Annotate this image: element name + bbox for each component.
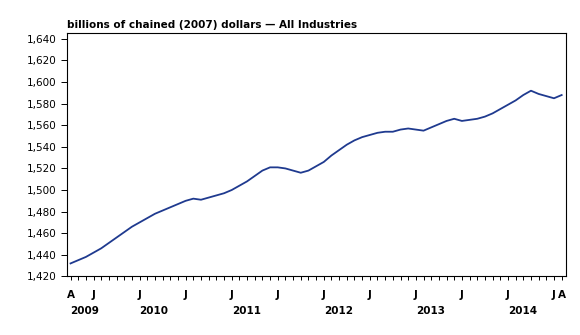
Text: J: J bbox=[414, 290, 418, 300]
Text: 2012: 2012 bbox=[324, 306, 353, 316]
Text: J: J bbox=[276, 290, 280, 300]
Text: 2013: 2013 bbox=[416, 306, 445, 316]
Text: J: J bbox=[552, 290, 556, 300]
Text: A: A bbox=[557, 290, 566, 300]
Text: J: J bbox=[322, 290, 326, 300]
Text: 2011: 2011 bbox=[231, 306, 260, 316]
Text: 2010: 2010 bbox=[140, 306, 169, 316]
Text: J: J bbox=[137, 290, 142, 300]
Text: billions of chained (2007) dollars — All Industries: billions of chained (2007) dollars — All… bbox=[67, 20, 357, 30]
Text: J: J bbox=[230, 290, 234, 300]
Text: J: J bbox=[460, 290, 464, 300]
Text: A: A bbox=[67, 290, 75, 300]
Text: J: J bbox=[368, 290, 372, 300]
Text: J: J bbox=[506, 290, 510, 300]
Text: 2014: 2014 bbox=[508, 306, 537, 316]
Text: J: J bbox=[184, 290, 187, 300]
Text: J: J bbox=[92, 290, 96, 300]
Text: 2009: 2009 bbox=[71, 306, 99, 316]
